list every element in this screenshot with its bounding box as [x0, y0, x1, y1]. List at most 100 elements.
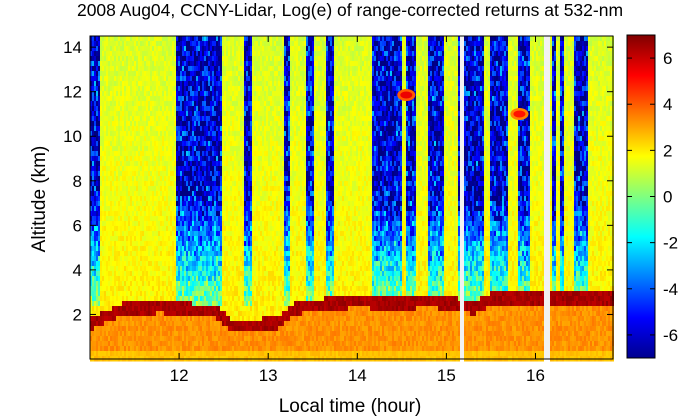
heatmap-cell [118, 51, 120, 57]
heatmap-cell [150, 116, 152, 122]
heatmap-cell [224, 201, 226, 207]
heatmap-cell [112, 141, 114, 147]
heatmap-cell [220, 321, 222, 327]
heatmap-cell [144, 91, 146, 97]
heatmap-cell [208, 331, 210, 337]
heatmap-cell [178, 76, 180, 82]
heatmap-cell [224, 311, 226, 317]
heatmap-cell [196, 176, 198, 182]
heatmap-cell [220, 241, 222, 247]
heatmap-cell [182, 46, 184, 52]
heatmap-cell [120, 196, 122, 202]
heatmap-cell [106, 336, 108, 342]
heatmap-cell [192, 306, 194, 312]
heatmap-cell [170, 106, 172, 112]
heatmap-cell [174, 131, 176, 137]
heatmap-cell [226, 346, 228, 352]
heatmap-cell [222, 46, 224, 52]
heatmap-cell [236, 321, 238, 327]
heatmap-cell [136, 271, 138, 277]
heatmap-cell [154, 221, 156, 227]
heatmap-cell [102, 66, 104, 72]
heatmap-cell [220, 106, 222, 112]
heatmap-cell [168, 46, 170, 52]
heatmap-cell [170, 96, 172, 102]
heatmap-cell [94, 161, 96, 167]
heatmap-cell [134, 146, 136, 152]
heatmap-cell [108, 306, 110, 312]
heatmap-cell [180, 41, 182, 47]
heatmap-cell [196, 106, 198, 112]
heatmap-cell [122, 51, 124, 57]
heatmap-cell [224, 196, 226, 202]
heatmap-column [100, 36, 102, 362]
heatmap-cell [206, 61, 208, 67]
heatmap-cell [90, 336, 92, 342]
heatmap-cell [102, 216, 104, 222]
heatmap-cell [146, 101, 148, 107]
heatmap-cell [172, 121, 174, 127]
heatmap-cell [180, 141, 182, 147]
heatmap-cell [116, 351, 118, 357]
heatmap-cell [124, 146, 126, 152]
heatmap-cell [216, 171, 218, 177]
heatmap-cell [190, 216, 192, 222]
heatmap-cell [202, 251, 204, 257]
heatmap-cell [120, 76, 122, 82]
heatmap-cell [222, 36, 224, 42]
heatmap-cell [108, 256, 110, 262]
heatmap-cell [110, 236, 112, 242]
heatmap-cell [100, 111, 102, 117]
heatmap-cell [136, 36, 138, 42]
heatmap-cell [116, 326, 118, 332]
heatmap-cell [176, 301, 178, 307]
heatmap-cell [188, 176, 190, 182]
heatmap-cell [222, 131, 224, 137]
heatmap-cell [94, 196, 96, 202]
heatmap-cell [216, 86, 218, 92]
heatmap-cell [116, 71, 118, 77]
heatmap-cell [124, 66, 126, 72]
heatmap-cell [222, 51, 224, 57]
heatmap-cell [208, 61, 210, 67]
heatmap-cell [114, 261, 116, 267]
heatmap-cell [94, 341, 96, 347]
heatmap-cell [164, 146, 166, 152]
heatmap-cell [168, 126, 170, 132]
heatmap-cell [172, 241, 174, 247]
heatmap-cell [178, 261, 180, 267]
heatmap-cell [164, 61, 166, 67]
heatmap-column [170, 36, 172, 362]
heatmap-cell [126, 86, 128, 92]
heatmap-cell [210, 266, 212, 272]
heatmap-cell [212, 241, 214, 247]
heatmap-cell [124, 51, 126, 57]
heatmap-cell [112, 101, 114, 107]
heatmap-cell [218, 91, 220, 97]
heatmap-cell [112, 36, 114, 42]
heatmap-cell [110, 41, 112, 47]
heatmap-cell [214, 291, 216, 297]
heatmap-cell [92, 126, 94, 132]
heatmap-cell [100, 211, 102, 217]
heatmap-cell [94, 286, 96, 292]
heatmap-cell [114, 106, 116, 112]
heatmap-cell [148, 286, 150, 292]
heatmap-cell [226, 71, 228, 77]
heatmap-cell [108, 216, 110, 222]
heatmap-cell [100, 176, 102, 182]
heatmap-cell [132, 221, 134, 227]
heatmap-cell [138, 291, 140, 297]
heatmap-cell [206, 301, 208, 307]
heatmap-cell [166, 106, 168, 112]
heatmap-cell [182, 331, 184, 337]
heatmap-cell [226, 186, 228, 192]
heatmap-cell [132, 216, 134, 222]
heatmap-cell [126, 281, 128, 287]
heatmap-cell [188, 266, 190, 272]
heatmap-cell [186, 101, 188, 107]
heatmap-cell [154, 81, 156, 87]
heatmap-cell [122, 231, 124, 237]
heatmap-cell [116, 301, 118, 307]
heatmap-cell [236, 116, 238, 122]
